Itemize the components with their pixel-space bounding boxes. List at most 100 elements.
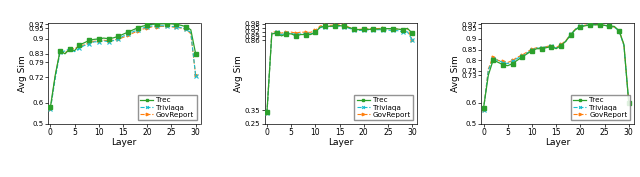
Triviaqa (509, 60, 516, 62)
GovReport (524, 51, 531, 53)
Y-axis label: Avg Sim: Avg Sim (234, 55, 243, 92)
Trec (263, 110, 271, 113)
Triviaqa (115, 38, 122, 40)
Triviaqa (182, 28, 190, 30)
Triviaqa (524, 52, 531, 54)
Triviaqa (168, 25, 175, 27)
Text: (a)  Vicuna-7B-16k: (a) Vicuna-7B-16k (79, 176, 170, 177)
Trec (394, 28, 401, 30)
Legend: Trec, Triviaqa, GovReport: Trec, Triviaqa, GovReport (571, 95, 630, 120)
Trec (490, 59, 497, 61)
Triviaqa (85, 43, 93, 45)
Trec (331, 25, 339, 27)
GovReport (134, 30, 141, 32)
GovReport (177, 27, 185, 29)
Triviaqa (129, 31, 136, 33)
GovReport (278, 32, 285, 34)
GovReport (567, 33, 575, 35)
Triviaqa (109, 40, 117, 42)
GovReport (625, 102, 632, 104)
GovReport (480, 109, 488, 111)
Triviaqa (51, 77, 59, 79)
GovReport (490, 56, 497, 58)
Trec (168, 23, 175, 25)
GovReport (360, 28, 367, 30)
X-axis label: Layer: Layer (111, 138, 137, 147)
GovReport (143, 27, 151, 29)
Trec (596, 24, 604, 26)
GovReport (394, 28, 401, 30)
Triviaqa (71, 51, 79, 53)
Trec (399, 29, 406, 31)
GovReport (374, 27, 382, 30)
Y-axis label: Avg Sim: Avg Sim (451, 55, 460, 92)
Text: (c)  LLaMA3.1-8B-128k: (c) LLaMA3.1-8B-128k (502, 176, 612, 177)
Triviaqa (552, 47, 560, 49)
Triviaqa (360, 29, 367, 31)
Triviaqa (596, 24, 604, 26)
GovReport (321, 24, 329, 26)
Trec (177, 24, 185, 26)
Triviaqa (100, 40, 108, 42)
Triviaqa (192, 75, 200, 77)
Triviaqa (268, 32, 276, 34)
GovReport (124, 34, 132, 36)
GovReport (380, 27, 387, 29)
Triviaqa (331, 25, 339, 27)
Line: Trec: Trec (266, 24, 413, 113)
GovReport (365, 28, 372, 30)
GovReport (105, 40, 113, 42)
Triviaqa (95, 41, 102, 43)
Trec (66, 48, 74, 50)
Trec (389, 28, 397, 30)
Triviaqa (384, 29, 392, 31)
Triviaqa (177, 27, 185, 29)
Triviaqa (404, 31, 412, 33)
Triviaqa (374, 29, 382, 31)
Triviaqa (307, 33, 314, 35)
Trec (499, 64, 507, 66)
Trec (533, 48, 541, 50)
Trec (340, 25, 348, 27)
Trec (163, 23, 170, 25)
Trec (85, 39, 93, 41)
GovReport (538, 47, 545, 49)
Triviaqa (620, 44, 628, 47)
GovReport (326, 24, 333, 26)
GovReport (316, 25, 324, 27)
Trec (355, 29, 363, 31)
GovReport (336, 24, 344, 26)
Trec (134, 27, 141, 29)
Triviaqa (278, 33, 285, 36)
Triviaqa (528, 49, 536, 51)
Trec (61, 53, 68, 55)
Trec (268, 33, 276, 35)
Triviaqa (153, 25, 161, 27)
Triviaqa (81, 44, 88, 47)
Trec (119, 33, 127, 35)
Triviaqa (302, 33, 310, 35)
Triviaqa (316, 27, 324, 29)
Trec (601, 24, 609, 26)
Trec (326, 25, 333, 27)
Trec (90, 38, 98, 40)
Legend: Trec, Triviaqa, GovReport: Trec, Triviaqa, GovReport (355, 95, 413, 120)
GovReport (297, 31, 305, 33)
GovReport (547, 44, 555, 47)
GovReport (528, 48, 536, 50)
Trec (484, 74, 492, 76)
Trec (182, 25, 190, 28)
Trec (71, 50, 79, 52)
Trec (538, 48, 545, 50)
GovReport (404, 27, 412, 29)
GovReport (586, 24, 594, 26)
GovReport (115, 38, 122, 40)
GovReport (192, 74, 200, 76)
Triviaqa (601, 24, 609, 26)
Trec (572, 28, 579, 31)
Triviaqa (399, 31, 406, 33)
Triviaqa (380, 29, 387, 31)
Trec (287, 33, 295, 35)
Triviaqa (312, 31, 319, 33)
GovReport (292, 32, 300, 34)
